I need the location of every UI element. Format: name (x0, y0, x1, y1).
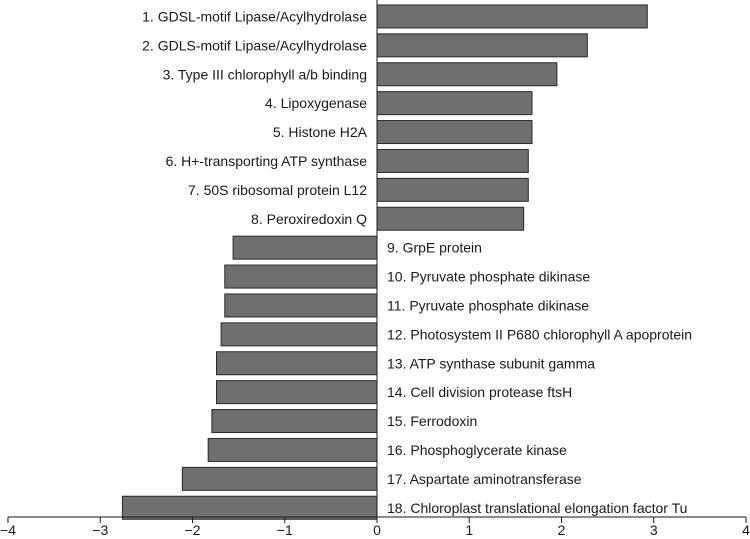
bar-3 (376, 62, 558, 87)
x-tick-label: −3 (92, 522, 108, 538)
bar-12 (220, 322, 378, 347)
category-label-16: 16. Phosphoglycerate kinase (387, 442, 567, 458)
x-axis (8, 0, 746, 518)
bar-15 (211, 409, 378, 434)
category-label-18: 18. Chloroplast translational elongation… (387, 500, 687, 516)
category-label-17: 17. Aspartate aminotransferase (387, 471, 582, 487)
x-tick-label: 1 (465, 522, 473, 538)
category-label-7: 7. 50S ribosomal protein L12 (188, 182, 367, 198)
x-tick-label: −4 (0, 522, 16, 538)
x-tick-label: 2 (558, 522, 566, 538)
bar-8 (376, 206, 525, 231)
category-label-3: 3. Type III chlorophyll a/b binding (163, 66, 367, 82)
x-tick-label: 3 (650, 522, 658, 538)
bar-16 (207, 437, 378, 462)
category-label-13: 13. ATP synthase subunit gamma (387, 355, 595, 371)
bar-4 (376, 91, 533, 116)
category-label-8: 8. Peroxiredoxin Q (251, 211, 367, 227)
bar-5 (376, 120, 533, 145)
category-label-10: 10. Pyruvate phosphate dikinase (387, 269, 590, 285)
bar-2 (376, 33, 588, 58)
bar-13 (215, 351, 378, 376)
category-label-5: 5. Histone H2A (273, 124, 368, 140)
x-tick-label: 0 (373, 522, 381, 538)
bar-11 (224, 293, 378, 318)
bar-18 (121, 495, 378, 520)
category-label-4: 4. Lipoxygenase (265, 95, 367, 111)
category-label-6: 6. H+-transporting ATP synthase (166, 153, 368, 169)
bar-7 (376, 177, 529, 202)
x-tick-label: −1 (277, 522, 293, 538)
x-tick-label: −2 (185, 522, 201, 538)
bar-9 (232, 235, 378, 260)
bar-10 (224, 264, 378, 289)
bar-1 (376, 4, 648, 29)
category-labels-group: 1. GDSL-motif Lipase/Acylhydrolase 2. GDL… (142, 8, 692, 515)
category-label-14: 14. Cell division protease ftsH (387, 384, 572, 400)
category-label-9: 9. GrpE protein (387, 240, 482, 256)
bar-17 (181, 466, 378, 491)
category-label-12: 12. Photosystem II P680 chlorophyll A ap… (387, 326, 692, 342)
bar-14 (215, 380, 378, 405)
category-label-15: 15. Ferrodoxin (387, 413, 477, 429)
category-label-1: 1. GDSL-motif Lipase/Acylhydrolase (142, 8, 367, 24)
category-label-11: 11. Pyruvate phosphate dikinase (387, 297, 589, 313)
x-ticks-group: −4 −3 −2 −1 0 1 2 3 4 (0, 517, 750, 538)
x-tick-label: 4 (742, 522, 750, 538)
category-label-2: 2. GDLS-motif Lipase/Acylhydrolase (142, 37, 367, 53)
bar-6 (376, 148, 529, 173)
